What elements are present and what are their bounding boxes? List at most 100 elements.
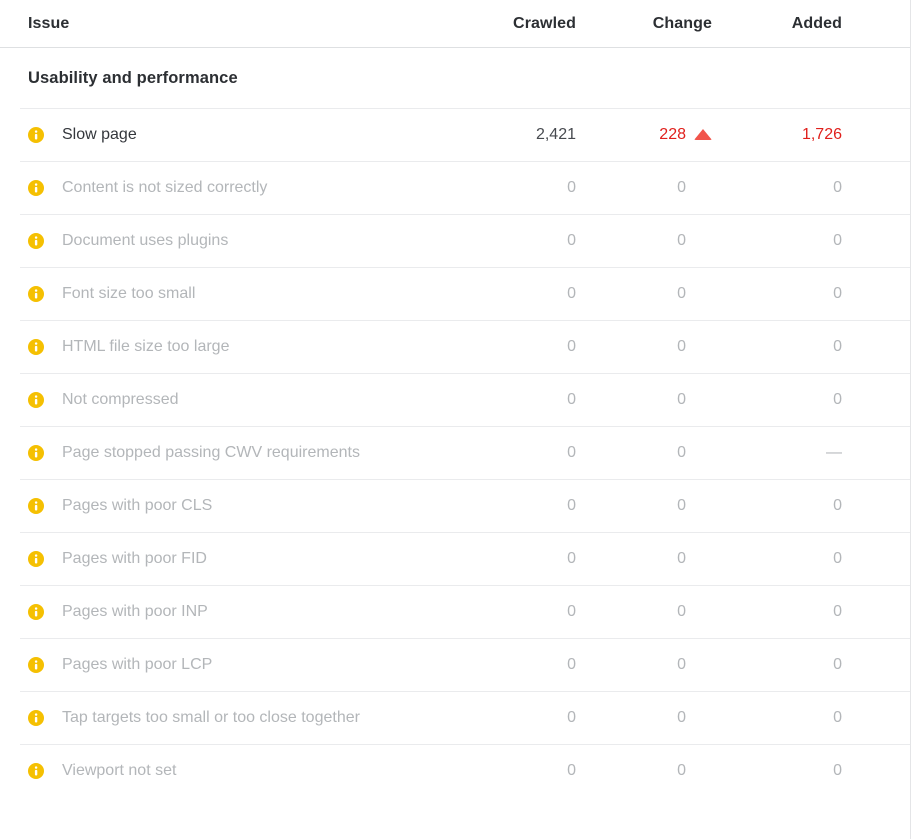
- change-value: 0: [576, 175, 712, 201]
- info-icon[interactable]: [28, 122, 44, 148]
- added-value: 0: [833, 497, 842, 514]
- table-row: Tap targets too small or too close toget…: [20, 691, 910, 744]
- added-value: 0: [833, 232, 842, 249]
- added-value: 0: [833, 656, 842, 673]
- change-number: 0: [677, 338, 686, 355]
- issue-label: Page stopped passing CWV requirements: [62, 444, 360, 461]
- trend-slot: [686, 281, 712, 307]
- table-header: Issue Crawled Change Added: [0, 0, 910, 48]
- added-value: 0: [833, 603, 842, 620]
- table-row: Content is not sized correctly 0 0 0: [20, 161, 910, 214]
- info-icon[interactable]: [28, 493, 44, 519]
- column-header-added[interactable]: Added: [791, 14, 842, 32]
- issue-label: Slow page: [62, 126, 137, 143]
- table-row: Pages with poor CLS 0 0 0: [20, 479, 910, 532]
- change-value: 228: [576, 122, 712, 148]
- change-number: 0: [677, 550, 686, 567]
- change-number: 0: [677, 444, 686, 461]
- info-icon[interactable]: [28, 387, 44, 413]
- issue-label: HTML file size too large: [62, 338, 230, 355]
- crawled-value: 0: [567, 709, 576, 726]
- table-row: Document uses plugins 0 0 0: [20, 214, 910, 267]
- section-header-usability-and-performance: Usability and performance: [0, 48, 910, 108]
- change-value: 0: [576, 334, 712, 360]
- change-value: 0: [576, 546, 712, 572]
- change-value: 0: [576, 705, 712, 731]
- table-row: Not compressed 0 0 0: [20, 373, 910, 426]
- change-value: 0: [576, 493, 712, 519]
- crawled-value: 0: [567, 656, 576, 673]
- change-number: 0: [677, 709, 686, 726]
- crawled-value: 2,421: [535, 126, 576, 143]
- column-header-crawled[interactable]: Crawled: [513, 14, 576, 32]
- info-icon[interactable]: [28, 440, 44, 466]
- trend-slot: [686, 334, 712, 360]
- trend-slot: [686, 705, 712, 731]
- change-number: 0: [677, 232, 686, 249]
- trend-slot: [686, 758, 712, 784]
- trend-slot: [686, 546, 712, 572]
- trend-slot: [686, 652, 712, 678]
- change-number: 0: [677, 497, 686, 514]
- info-icon[interactable]: [28, 281, 44, 307]
- table-row: Pages with poor LCP 0 0 0: [20, 638, 910, 691]
- issue-label: Viewport not set: [62, 762, 177, 779]
- added-value: 1,726: [801, 126, 842, 143]
- crawled-value: 0: [567, 550, 576, 567]
- info-icon[interactable]: [28, 546, 44, 572]
- issue-label: Not compressed: [62, 391, 179, 408]
- table-row: Viewport not set 0 0 0: [20, 744, 910, 797]
- crawled-value: 0: [567, 179, 576, 196]
- crawled-value: 0: [567, 338, 576, 355]
- trend-slot: [686, 599, 712, 625]
- info-icon[interactable]: [28, 599, 44, 625]
- issue-label: Pages with poor CLS: [62, 497, 213, 514]
- crawled-value: 0: [567, 497, 576, 514]
- table-row: Pages with poor INP 0 0 0: [20, 585, 910, 638]
- change-value: 0: [576, 758, 712, 784]
- info-icon[interactable]: [28, 758, 44, 784]
- issue-label: Content is not sized correctly: [62, 179, 268, 196]
- change-number: 0: [677, 391, 686, 408]
- crawled-value: 0: [567, 285, 576, 302]
- added-value: 0: [833, 391, 842, 408]
- issue-label: Font size too small: [62, 285, 196, 302]
- trend-slot: [686, 493, 712, 519]
- added-value: 0: [833, 762, 842, 779]
- info-icon[interactable]: [28, 175, 44, 201]
- table-row[interactable]: Slow page 2,421 228 1,726: [20, 108, 910, 161]
- change-number: 0: [677, 656, 686, 673]
- change-value: 0: [576, 228, 712, 254]
- issue-label: Pages with poor FID: [62, 550, 207, 567]
- change-value: 0: [576, 387, 712, 413]
- crawled-value: 0: [567, 762, 576, 779]
- section-title: Usability and performance: [28, 68, 238, 87]
- issue-label: Pages with poor LCP: [62, 656, 213, 673]
- info-icon[interactable]: [28, 652, 44, 678]
- added-value: —: [826, 444, 842, 461]
- info-icon[interactable]: [28, 705, 44, 731]
- trend-slot: [686, 122, 712, 148]
- crawled-value: 0: [567, 603, 576, 620]
- arrow-up-icon: [694, 129, 712, 140]
- change-value: 0: [576, 440, 712, 466]
- crawled-value: 0: [567, 232, 576, 249]
- change-number: 0: [677, 762, 686, 779]
- column-header-change[interactable]: Change: [652, 14, 712, 32]
- crawled-value: 0: [567, 444, 576, 461]
- added-value: 0: [833, 338, 842, 355]
- issue-rows: Slow page 2,421 228 1,726 Content is not…: [20, 108, 910, 797]
- added-value: 0: [833, 285, 842, 302]
- change-value: 0: [576, 652, 712, 678]
- trend-slot: [686, 175, 712, 201]
- issue-label: Tap targets too small or too close toget…: [62, 709, 360, 726]
- column-header-issue: Issue: [28, 14, 70, 32]
- info-icon[interactable]: [28, 334, 44, 360]
- change-number: 0: [677, 285, 686, 302]
- crawled-value: 0: [567, 391, 576, 408]
- info-icon[interactable]: [28, 228, 44, 254]
- change-value: 0: [576, 281, 712, 307]
- issue-label: Document uses plugins: [62, 232, 229, 249]
- added-value: 0: [833, 179, 842, 196]
